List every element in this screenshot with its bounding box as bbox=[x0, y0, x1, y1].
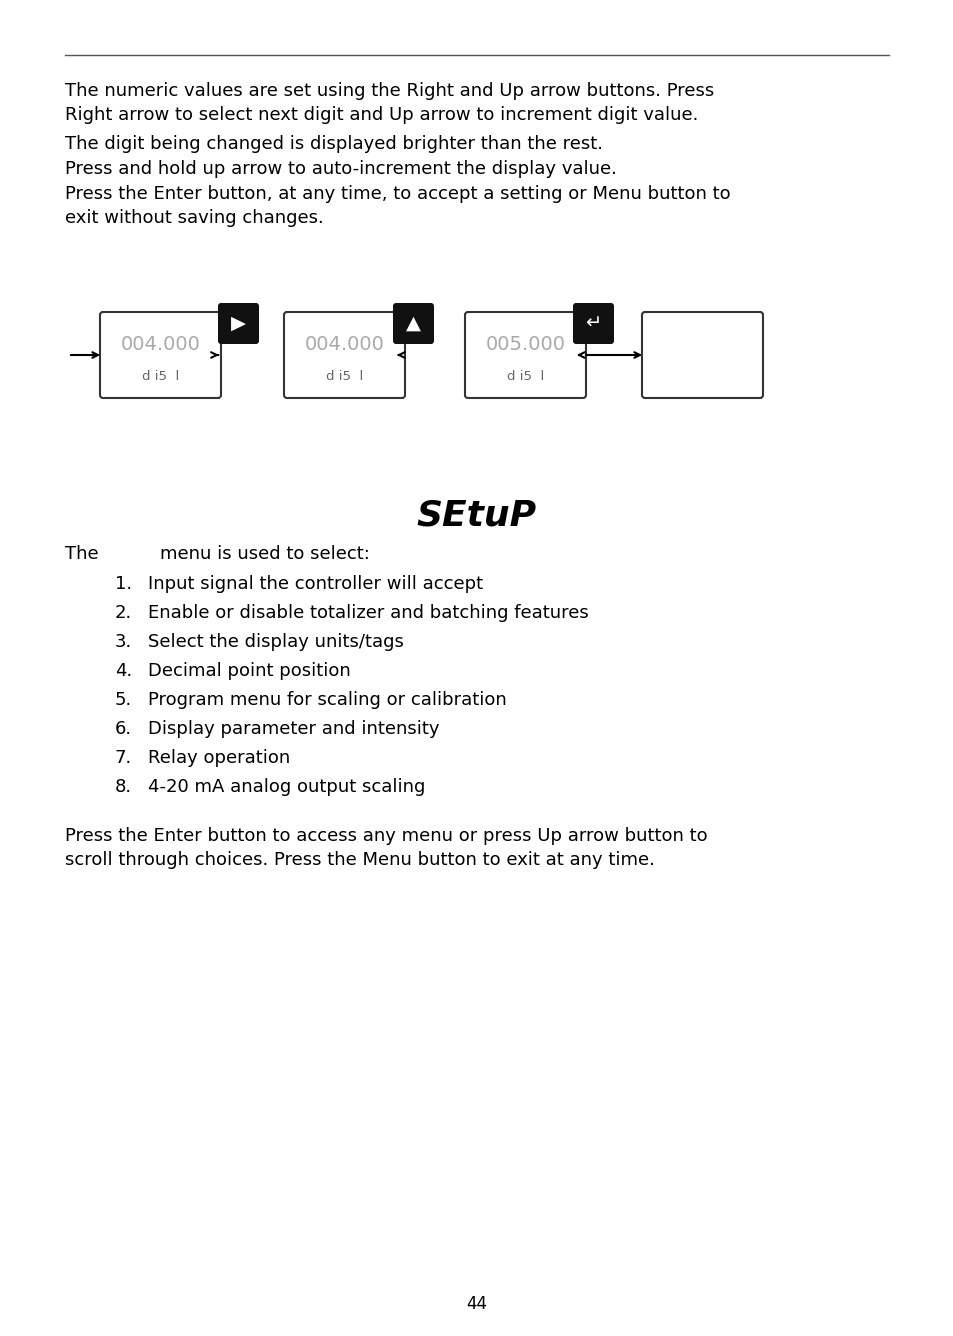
Text: Relay operation: Relay operation bbox=[148, 749, 290, 767]
Text: d i5  l: d i5 l bbox=[506, 370, 543, 383]
Text: The: The bbox=[65, 545, 98, 562]
Text: Program menu for scaling or calibration: Program menu for scaling or calibration bbox=[148, 691, 506, 709]
Text: ▶: ▶ bbox=[231, 314, 245, 333]
Text: Press and hold up arrow to auto-increment the display value.: Press and hold up arrow to auto-incremen… bbox=[65, 160, 617, 178]
Text: 004.000: 004.000 bbox=[304, 335, 384, 354]
Text: menu is used to select:: menu is used to select: bbox=[160, 545, 370, 562]
Text: d i5  l: d i5 l bbox=[142, 370, 179, 383]
Text: 3.: 3. bbox=[115, 633, 132, 651]
Text: d i5  l: d i5 l bbox=[326, 370, 363, 383]
Text: 44: 44 bbox=[466, 1295, 487, 1313]
FancyBboxPatch shape bbox=[464, 313, 585, 398]
FancyBboxPatch shape bbox=[393, 303, 434, 343]
Text: 5.: 5. bbox=[115, 691, 132, 709]
Text: ↵: ↵ bbox=[584, 314, 600, 333]
Text: Input signal the controller will accept: Input signal the controller will accept bbox=[148, 574, 482, 593]
Text: ▲: ▲ bbox=[405, 314, 420, 333]
Text: Press the Enter button, at any time, to accept a setting or Menu button to
exit : Press the Enter button, at any time, to … bbox=[65, 184, 730, 227]
Text: 4-20 mA analog output scaling: 4-20 mA analog output scaling bbox=[148, 778, 425, 796]
Text: 1.: 1. bbox=[115, 574, 132, 593]
Text: 8.: 8. bbox=[115, 778, 132, 796]
FancyBboxPatch shape bbox=[284, 313, 405, 398]
Text: Display parameter and intensity: Display parameter and intensity bbox=[148, 720, 439, 737]
Text: 004.000: 004.000 bbox=[120, 335, 200, 354]
Text: 4.: 4. bbox=[115, 663, 132, 680]
FancyBboxPatch shape bbox=[573, 303, 614, 343]
Text: 2.: 2. bbox=[115, 604, 132, 623]
Text: Decimal point position: Decimal point position bbox=[148, 663, 351, 680]
Text: Press the Enter button to access any menu or press Up arrow button to
scroll thr: Press the Enter button to access any men… bbox=[65, 827, 707, 868]
FancyBboxPatch shape bbox=[218, 303, 258, 343]
Text: SEtuP: SEtuP bbox=[416, 498, 537, 532]
FancyBboxPatch shape bbox=[100, 313, 221, 398]
Text: Select the display units/tags: Select the display units/tags bbox=[148, 633, 403, 651]
Text: Enable or disable totalizer and batching features: Enable or disable totalizer and batching… bbox=[148, 604, 588, 623]
Text: 7.: 7. bbox=[115, 749, 132, 767]
Text: 005.000: 005.000 bbox=[485, 335, 565, 354]
FancyBboxPatch shape bbox=[641, 313, 762, 398]
Text: The numeric values are set using the Right and Up arrow buttons. Press
Right arr: The numeric values are set using the Rig… bbox=[65, 81, 714, 124]
Text: The digit being changed is displayed brighter than the rest.: The digit being changed is displayed bri… bbox=[65, 135, 602, 154]
Text: 6.: 6. bbox=[115, 720, 132, 737]
